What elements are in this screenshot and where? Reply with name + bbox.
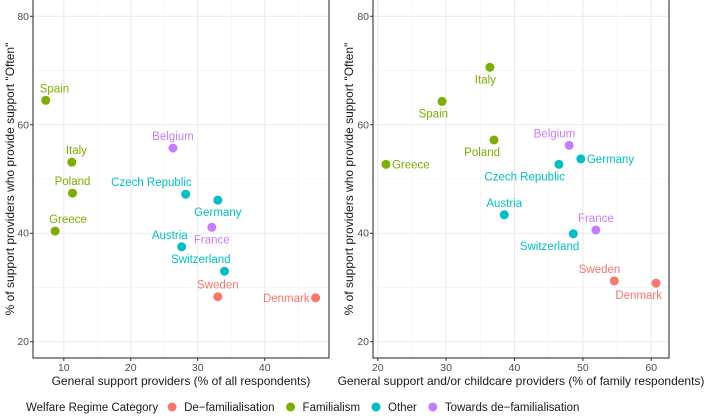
x-tick-label: 50 — [577, 362, 589, 374]
legend-item-label: Other — [388, 402, 417, 414]
x-tick-label: 60 — [645, 362, 657, 374]
data-point — [651, 278, 661, 288]
x-tick-label: 30 — [192, 362, 204, 374]
legend-key-icon — [428, 402, 438, 412]
data-point — [591, 225, 601, 235]
legend-key-icon — [167, 402, 177, 412]
x-tick-label: 20 — [372, 362, 384, 374]
data-point — [168, 143, 178, 153]
panel-border — [372, 0, 670, 359]
point-label: Germany — [194, 207, 242, 219]
right-panel: 20 30 40 50 60 20 40 60 80 General support and/or… — [338, 0, 705, 388]
data-point — [381, 159, 391, 169]
legend-title: Welfare Regime Category — [26, 402, 158, 414]
y-tick-label: 40 — [357, 228, 369, 240]
point-label: Belgium — [152, 131, 194, 143]
y-tick-label: 80 — [357, 11, 369, 23]
data-point — [609, 276, 619, 286]
data-point — [576, 154, 586, 164]
left-panel: 10 20 30 40 20 40 60 80 General support provider… — [3, 0, 330, 388]
data-point — [499, 210, 509, 220]
point-label: Spain — [40, 83, 69, 95]
point-label: Czech Republic — [111, 177, 192, 189]
point-label: Italy — [475, 74, 496, 86]
data-point — [181, 189, 191, 199]
legend-key-icon — [371, 402, 381, 412]
point-label: Greece — [49, 214, 87, 226]
point-label: Denmark — [615, 290, 662, 302]
data-point — [220, 266, 230, 276]
x-tick-label: 40 — [509, 362, 521, 374]
point-label: Belgium — [534, 128, 576, 140]
data-point — [213, 292, 223, 302]
data-point — [485, 62, 495, 72]
point-label: Sweden — [197, 280, 239, 292]
data-point — [564, 140, 574, 150]
x-tick-label: 30 — [440, 362, 452, 374]
data-point — [311, 293, 321, 303]
y-tick-label: 60 — [17, 119, 29, 131]
y-tick-label: 20 — [17, 336, 29, 348]
data-point — [50, 226, 60, 236]
x-tick-label: 40 — [259, 362, 271, 374]
data-point — [67, 157, 77, 167]
point-label: Switzerland — [171, 254, 230, 266]
data-point — [41, 95, 51, 105]
data-point — [489, 135, 499, 145]
point-label: France — [194, 234, 230, 246]
data-point — [177, 242, 187, 252]
legend-key-icon — [286, 402, 296, 412]
y-axis-title: % of support providers who provide suppo… — [3, 43, 17, 316]
point-label: Greece — [392, 159, 430, 171]
point-label: Austria — [486, 198, 522, 210]
data-point — [568, 229, 578, 239]
x-axis-title: General support and/or childcare provide… — [338, 374, 705, 388]
point-label: Sweden — [579, 264, 621, 276]
panel-border — [32, 0, 330, 359]
legend-item-label: Towards de−familialisation — [445, 402, 580, 414]
point-label: Austria — [152, 230, 188, 242]
data-point — [213, 195, 223, 205]
point-label: Spain — [419, 108, 448, 120]
legend-item-label: Familialism — [303, 402, 361, 414]
x-tick-label: 10 — [58, 362, 70, 374]
legend: Welfare Regime Category De−familialisati… — [26, 402, 579, 414]
point-label: Germany — [587, 154, 635, 166]
y-tick-label: 20 — [357, 336, 369, 348]
y-tick-label: 60 — [357, 119, 369, 131]
y-axis-title: % of support providers who provide suppo… — [342, 43, 356, 316]
x-axis-title: General support providers (% of all resp… — [52, 374, 311, 388]
y-tick-label: 80 — [17, 11, 29, 23]
y-tick-label: 40 — [17, 228, 29, 240]
data-point — [68, 188, 78, 198]
point-label: Denmark — [263, 293, 310, 305]
legend-item-label: De−familialisation — [184, 402, 274, 414]
point-label: Italy — [66, 145, 87, 157]
point-label: Poland — [55, 176, 91, 188]
data-point — [437, 96, 447, 106]
x-tick-label: 20 — [125, 362, 137, 374]
data-point — [207, 222, 217, 232]
point-label: Poland — [464, 147, 500, 159]
point-label: Switzerland — [520, 241, 579, 253]
point-label: France — [578, 213, 614, 225]
point-label: Czech Republic — [484, 171, 565, 183]
data-point — [554, 159, 564, 169]
